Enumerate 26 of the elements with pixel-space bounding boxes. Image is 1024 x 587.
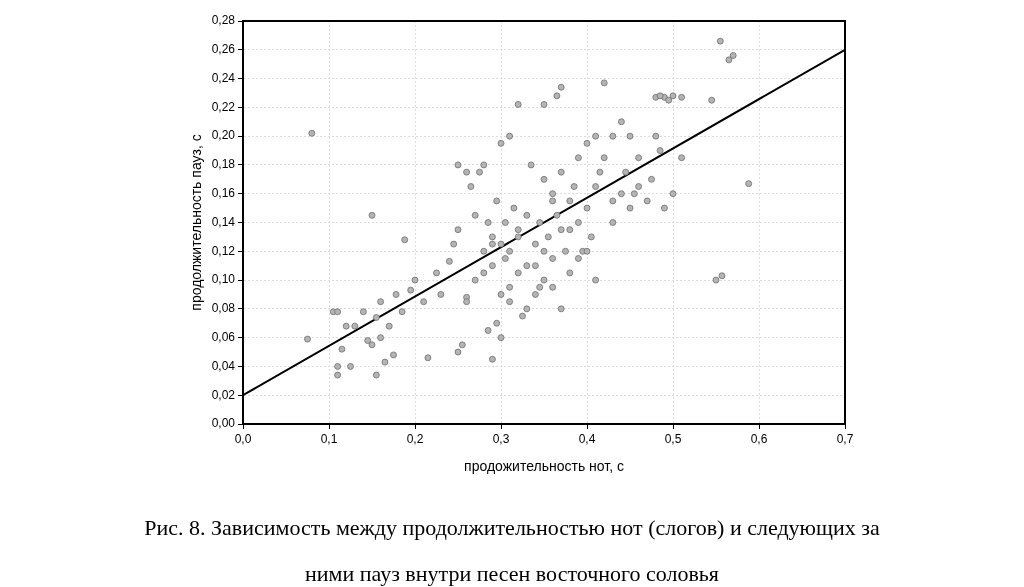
- y-tick-label: 0,16: [211, 186, 236, 201]
- y-tick-label: 0,04: [211, 358, 236, 373]
- text: Рис. 8. Зависимость между продолжительностью нот (слогов) и следующих за ними пауз внутри песен восточного соловья: [143, 514, 881, 587]
- x-tick-label: 0,3: [492, 431, 510, 446]
- y-tick-label: 0,26: [211, 42, 236, 57]
- x-tick-label: 0,5: [664, 431, 682, 446]
- x-tick-label: 0,7: [836, 431, 854, 446]
- x-tick-label: 0,2: [406, 431, 424, 446]
- y-tick-label: 0,06: [211, 329, 236, 344]
- x-tick-label: 0,1: [320, 431, 338, 446]
- y-tick-label: 0,08: [211, 301, 236, 316]
- y-tick-label: 0,12: [211, 243, 236, 258]
- y-tick-label: 0,24: [211, 70, 236, 85]
- y-tick-label: 0,22: [211, 99, 236, 114]
- y-tick-label: 0,02: [211, 387, 236, 402]
- y-tick-label: 0,00: [211, 416, 236, 431]
- x-tick-label: 0,6: [750, 431, 768, 446]
- y-tick-label: 0,28: [211, 13, 236, 28]
- y-tick-label: 0,18: [211, 157, 236, 172]
- y-tick-label: 0,10: [211, 272, 236, 287]
- y-tick-label: 0,20: [211, 128, 236, 143]
- x-axis-title: продожительность нот, с: [464, 458, 624, 475]
- x-tick-label: 0,0: [234, 431, 252, 446]
- x-tick-label: 0,4: [578, 431, 596, 446]
- y-axis-title: продолжительность пауз, с: [188, 134, 205, 311]
- y-tick-label: 0,14: [211, 214, 236, 229]
